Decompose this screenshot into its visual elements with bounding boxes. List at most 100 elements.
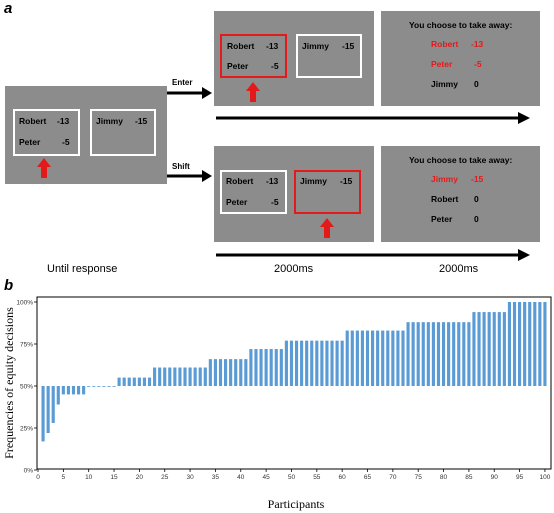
bar-participant-93 (507, 302, 512, 386)
shift-result-val-2: 0 (474, 194, 479, 204)
bar-participant-24 (158, 367, 162, 386)
start-left-val-1: -13 (57, 116, 70, 126)
shift-result-title: You choose to take away: (409, 155, 513, 165)
bar-participant-40 (239, 359, 243, 386)
start-left-val-2: -5 (62, 137, 70, 147)
bar-participant-38 (229, 359, 233, 386)
enter-result-val-3: 0 (474, 79, 479, 89)
x-tick-label: 75 (415, 474, 423, 481)
bar-participant-79 (436, 322, 441, 386)
bar-participant-73 (406, 322, 410, 386)
bar-participant-13 (102, 386, 106, 387)
x-tick-label: 90 (491, 474, 499, 481)
enter-left-name-2: Peter (227, 61, 249, 71)
bar-participant-58 (330, 340, 334, 386)
enter-result-name-2: Peter (431, 59, 453, 69)
y-tick-label: 25% (20, 426, 33, 433)
bar-participant-62 (350, 330, 354, 386)
bar-participant-77 (426, 322, 430, 386)
bar-participant-94 (512, 302, 517, 386)
bar-participant-91 (497, 312, 501, 386)
bar-participant-74 (411, 322, 415, 386)
shift-screen: Robert -13 Peter -5 Jimmy -15 (214, 146, 374, 242)
x-tick-label: 95 (516, 474, 524, 481)
bar-participant-12 (97, 386, 101, 387)
shift-right-name-1: Jimmy (300, 176, 327, 186)
shift-left-name-2: Peter (226, 197, 248, 207)
shift-right-box-selected (294, 170, 361, 214)
bar-participant-1 (41, 386, 45, 442)
enter-left-val-2: -5 (271, 61, 279, 71)
shift-right-val-1: -15 (340, 176, 353, 186)
bar-participant-33 (203, 367, 207, 386)
bar-participant-51 (294, 340, 299, 386)
x-tick-label: 20 (136, 474, 144, 481)
bar-participant-9 (82, 386, 86, 395)
bar-participant-55 (315, 340, 319, 386)
equity-bar-chart: 0% 25% 50% 75% 100% 0 5 10 15 20 25 30 35 40 45 50 55 60… (2, 296, 552, 511)
shift-left-name-1: Robert (226, 176, 254, 186)
enter-result-title: You choose to take away: (409, 20, 513, 30)
shift-result-val-3: 0 (474, 214, 479, 224)
bar-participant-14 (107, 386, 111, 387)
x-tick-label: 50 (288, 474, 296, 481)
stage-arrows (167, 87, 530, 261)
bar-participant-100 (543, 302, 547, 386)
enter-result-name-1: Robert (431, 39, 459, 49)
x-tick-label: 30 (186, 474, 194, 481)
x-tick-label: 55 (313, 474, 321, 481)
x-axis-label: Participants (268, 497, 325, 511)
bar-participant-22 (147, 377, 152, 386)
bar-participant-53 (305, 340, 309, 386)
timing-label-2: 2000ms (439, 263, 479, 275)
x-tick-label: 5 (62, 474, 66, 481)
bar-participant-54 (310, 340, 314, 386)
x-tick-label: 40 (237, 474, 245, 481)
bar-participant-47 (274, 349, 278, 386)
enter-left-box-selected (220, 34, 287, 78)
x-tick-label: 85 (465, 474, 473, 481)
enter-key-label: Enter (172, 78, 193, 87)
bar-participant-57 (325, 340, 329, 386)
up-arrow-icon (320, 218, 334, 238)
start-right-box (90, 109, 156, 156)
bar-participant-39 (234, 359, 238, 386)
bar-participant-65 (365, 330, 370, 386)
bar-participant-46 (269, 349, 273, 386)
bar-participant-88 (482, 312, 486, 386)
bar-participant-31 (193, 367, 197, 386)
bar-participant-5 (61, 386, 65, 395)
enter-left-name-1: Robert (227, 41, 255, 51)
bar-participant-72 (401, 330, 405, 386)
bar-participant-42 (249, 349, 253, 386)
bar-participant-98 (533, 302, 537, 386)
bar-participant-63 (355, 330, 359, 386)
bar-participant-70 (391, 330, 395, 386)
shift-result-screen: You choose to take away: Jimmy -15 Rober… (381, 146, 540, 242)
bar-participant-23 (153, 367, 157, 386)
timing-label-1: 2000ms (274, 263, 314, 275)
start-screen: Robert -13 Peter -5 Jimmy -15 (5, 86, 167, 184)
bar-participant-32 (198, 367, 202, 386)
bar-participant-29 (183, 367, 187, 386)
shift-result-name-1: Jimmy (431, 174, 458, 184)
x-tick-label: 0 (36, 474, 40, 481)
up-arrow-icon (37, 158, 51, 178)
bar-participant-66 (371, 330, 375, 386)
x-tick-label: 10 (85, 474, 93, 481)
bar-participant-48 (279, 349, 283, 386)
bar-participant-81 (447, 322, 451, 386)
y-tick-label: 100% (16, 300, 33, 307)
bar-participant-30 (188, 367, 192, 386)
bar-participant-60 (340, 340, 344, 386)
bar-participant-85 (467, 322, 471, 386)
enter-screen: Robert -13 Peter -5 Jimmy -15 (214, 11, 374, 106)
bar-participant-80 (441, 322, 446, 386)
bar-participant-49 (284, 340, 288, 386)
bar-participant-68 (381, 330, 385, 386)
bar-participant-43 (254, 349, 258, 386)
shift-key-label: Shift (172, 162, 190, 171)
bar-participant-44 (259, 349, 263, 386)
enter-result-val-1: -13 (471, 39, 484, 49)
bar-participant-2 (46, 386, 50, 434)
